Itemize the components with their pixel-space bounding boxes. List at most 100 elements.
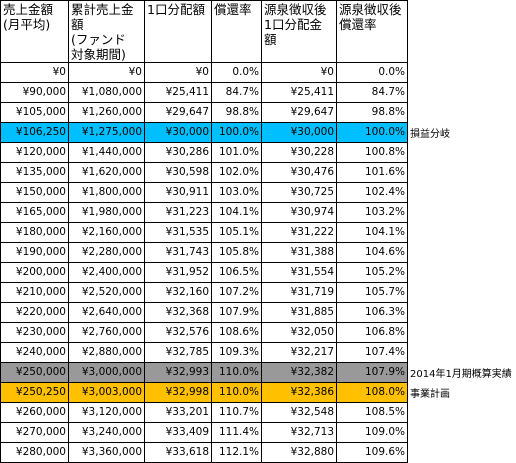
cell-after-tax-redemption-rate: 106.8% xyxy=(336,322,408,343)
table-row: ¥240,000 ¥2,880,000 ¥32,785 109.3% ¥32,217 10… xyxy=(0,342,408,363)
cell-redemption-rate: 103.0% xyxy=(211,182,262,203)
table-row: ¥220,000 ¥2,640,000 ¥32,368 107.9% ¥31,885 10… xyxy=(0,302,408,323)
cell-after-tax-distribution: ¥32,386 xyxy=(261,382,337,403)
row-annotation: 損益分岐 xyxy=(410,128,450,140)
cell-after-tax-distribution: ¥32,050 xyxy=(261,322,337,343)
cell-distribution-per-unit: ¥31,223 xyxy=(144,202,212,223)
cell-distribution-per-unit: ¥32,785 xyxy=(144,342,212,363)
cell-after-tax-redemption-rate: 108.5% xyxy=(336,402,408,423)
cell-after-tax-redemption-rate: 0.0% xyxy=(336,62,408,83)
cell-after-tax-distribution: ¥31,885 xyxy=(261,302,337,323)
cell-cumulative-sales: ¥1,260,000 xyxy=(68,102,145,123)
col-header-monthly-sales: 売上金額 (月平均) xyxy=(0,0,69,63)
cell-after-tax-redemption-rate: 107.9% xyxy=(336,362,408,383)
cell-redemption-rate: 109.3% xyxy=(211,342,262,363)
cell-distribution-per-unit: ¥25,411 xyxy=(144,82,212,103)
cell-after-tax-distribution: ¥32,548 xyxy=(261,402,337,423)
cell-monthly-sales: ¥210,000 xyxy=(0,282,69,303)
cell-distribution-per-unit: ¥30,598 xyxy=(144,162,212,183)
table-row: ¥165,000 ¥1,980,000 ¥31,223 104.1% ¥30,974 10… xyxy=(0,202,408,223)
cell-cumulative-sales: ¥0 xyxy=(68,62,145,83)
cell-after-tax-redemption-rate: 100.8% xyxy=(336,142,408,163)
cell-monthly-sales: ¥90,000 xyxy=(0,82,69,103)
cell-after-tax-redemption-rate: 84.7% xyxy=(336,82,408,103)
table-row: ¥150,000 ¥1,800,000 ¥30,911 103.0% ¥30,725 10… xyxy=(0,182,408,203)
table-row: ¥105,000 ¥1,260,000 ¥29,647 98.8% ¥29,647 98.… xyxy=(0,102,408,123)
table-row: ¥90,000 ¥1,080,000 ¥25,411 84.7% ¥25,411 84.7… xyxy=(0,82,408,103)
table-row: ¥250,000 ¥3,000,000 ¥32,993 110.0% ¥32,382 10… xyxy=(0,362,408,383)
col-header-after-tax-redemption-rate: 源泉徴収後 償還率 xyxy=(336,0,408,63)
cell-after-tax-redemption-rate: 105.2% xyxy=(336,262,408,283)
cell-distribution-per-unit: ¥30,000 xyxy=(144,122,212,143)
cell-monthly-sales: ¥200,000 xyxy=(0,262,69,283)
table-row: ¥135,000 ¥1,620,000 ¥30,598 102.0% ¥30,476 10… xyxy=(0,162,408,183)
cell-monthly-sales: ¥230,000 xyxy=(0,322,69,343)
cell-cumulative-sales: ¥3,240,000 xyxy=(68,422,145,443)
cell-redemption-rate: 110.7% xyxy=(211,402,262,423)
table-row: ¥200,000 ¥2,400,000 ¥31,952 106.5% ¥31,554 10… xyxy=(0,262,408,283)
cell-monthly-sales: ¥250,250 xyxy=(0,382,69,403)
table-row: ¥250,250 ¥3,003,000 ¥32,998 110.0% ¥32,386 10… xyxy=(0,382,408,403)
cell-distribution-per-unit: ¥0 xyxy=(144,62,212,83)
cell-distribution-per-unit: ¥32,998 xyxy=(144,382,212,403)
cell-after-tax-redemption-rate: 109.6% xyxy=(336,442,408,463)
cell-redemption-rate: 108.6% xyxy=(211,322,262,343)
table-row: ¥180,000 ¥2,160,000 ¥31,535 105.1% ¥31,222 10… xyxy=(0,222,408,243)
cell-redemption-rate: 110.0% xyxy=(211,382,262,403)
cell-after-tax-redemption-rate: 106.3% xyxy=(336,302,408,323)
cell-redemption-rate: 110.0% xyxy=(211,362,262,383)
cell-after-tax-distribution: ¥31,554 xyxy=(261,262,337,283)
cell-after-tax-distribution: ¥25,411 xyxy=(261,82,337,103)
cell-redemption-rate: 112.1% xyxy=(211,442,262,463)
cell-monthly-sales: ¥165,000 xyxy=(0,202,69,223)
cell-distribution-per-unit: ¥31,952 xyxy=(144,262,212,283)
cell-monthly-sales: ¥150,000 xyxy=(0,182,69,203)
cell-monthly-sales: ¥260,000 xyxy=(0,402,69,423)
cell-redemption-rate: 101.0% xyxy=(211,142,262,163)
cell-redemption-rate: 102.0% xyxy=(211,162,262,183)
cell-after-tax-redemption-rate: 101.6% xyxy=(336,162,408,183)
cell-after-tax-distribution: ¥32,713 xyxy=(261,422,337,443)
table-body: ¥0 ¥0 ¥0 0.0% ¥0 0.0% ¥90,000 ¥1,080,000 ¥25,411… xyxy=(0,62,408,463)
cell-redemption-rate: 105.1% xyxy=(211,222,262,243)
cell-after-tax-distribution: ¥30,000 xyxy=(261,122,337,143)
cell-after-tax-redemption-rate: 98.8% xyxy=(336,102,408,123)
table-row: ¥230,000 ¥2,760,000 ¥32,576 108.6% ¥32,050 10… xyxy=(0,322,408,343)
cell-after-tax-distribution: ¥30,974 xyxy=(261,202,337,223)
table-row: ¥190,000 ¥2,280,000 ¥31,743 105.8% ¥31,388 10… xyxy=(0,242,408,263)
cell-distribution-per-unit: ¥32,576 xyxy=(144,322,212,343)
cell-cumulative-sales: ¥1,275,000 xyxy=(68,122,145,143)
cell-cumulative-sales: ¥3,360,000 xyxy=(68,442,145,463)
cell-cumulative-sales: ¥1,620,000 xyxy=(68,162,145,183)
cell-distribution-per-unit: ¥32,160 xyxy=(144,282,212,303)
cell-cumulative-sales: ¥2,400,000 xyxy=(68,262,145,283)
cell-distribution-per-unit: ¥33,618 xyxy=(144,442,212,463)
col-header-after-tax-distribution: 源泉徴収後 1口分配金額 xyxy=(261,0,337,63)
cell-monthly-sales: ¥190,000 xyxy=(0,242,69,263)
cell-monthly-sales: ¥240,000 xyxy=(0,342,69,363)
table-row: ¥0 ¥0 ¥0 0.0% ¥0 0.0% xyxy=(0,62,408,83)
cell-monthly-sales: ¥280,000 xyxy=(0,442,69,463)
cell-redemption-rate: 98.8% xyxy=(211,102,262,123)
cell-after-tax-distribution: ¥31,222 xyxy=(261,222,337,243)
cell-distribution-per-unit: ¥33,201 xyxy=(144,402,212,423)
cell-redemption-rate: 106.5% xyxy=(211,262,262,283)
cell-cumulative-sales: ¥1,080,000 xyxy=(68,82,145,103)
cell-after-tax-redemption-rate: 105.7% xyxy=(336,282,408,303)
table-row: ¥270,000 ¥3,240,000 ¥33,409 111.4% ¥32,713 10… xyxy=(0,422,408,443)
cell-after-tax-distribution: ¥31,719 xyxy=(261,282,337,303)
cell-cumulative-sales: ¥3,120,000 xyxy=(68,402,145,423)
cell-after-tax-redemption-rate: 107.4% xyxy=(336,342,408,363)
cell-redemption-rate: 107.9% xyxy=(211,302,262,323)
cell-distribution-per-unit: ¥29,647 xyxy=(144,102,212,123)
cell-redemption-rate: 84.7% xyxy=(211,82,262,103)
cell-after-tax-distribution: ¥30,476 xyxy=(261,162,337,183)
cell-after-tax-distribution: ¥31,388 xyxy=(261,242,337,263)
header-row: 売上金額 (月平均) 累計売上金額 (ファンド 対象期間) 1口分配額 償還率 源泉徴… xyxy=(0,0,408,63)
cell-after-tax-redemption-rate: 104.1% xyxy=(336,222,408,243)
cell-redemption-rate: 107.2% xyxy=(211,282,262,303)
cell-cumulative-sales: ¥1,440,000 xyxy=(68,142,145,163)
cell-monthly-sales: ¥105,000 xyxy=(0,102,69,123)
cell-after-tax-distribution: ¥29,647 xyxy=(261,102,337,123)
cell-cumulative-sales: ¥2,880,000 xyxy=(68,342,145,363)
